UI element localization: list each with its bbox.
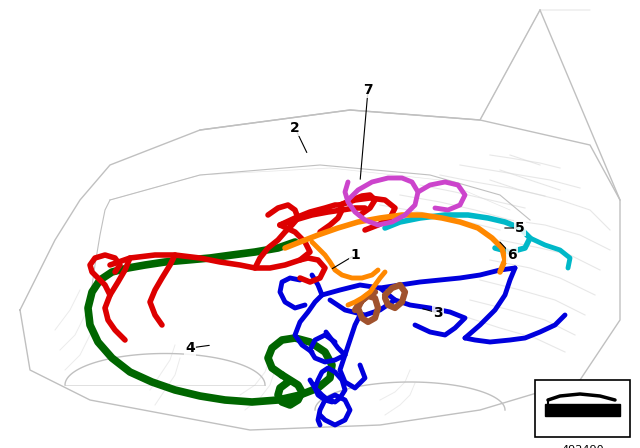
- Text: 5: 5: [515, 221, 525, 235]
- Bar: [545, 404, 620, 416]
- FancyBboxPatch shape: [535, 380, 630, 437]
- Text: 1: 1: [350, 248, 360, 262]
- Text: 3: 3: [433, 306, 443, 320]
- Text: 4: 4: [185, 341, 195, 355]
- Text: 7: 7: [363, 83, 373, 97]
- Text: 2: 2: [290, 121, 300, 135]
- Text: 492490: 492490: [561, 445, 604, 448]
- Text: 6: 6: [507, 248, 517, 262]
